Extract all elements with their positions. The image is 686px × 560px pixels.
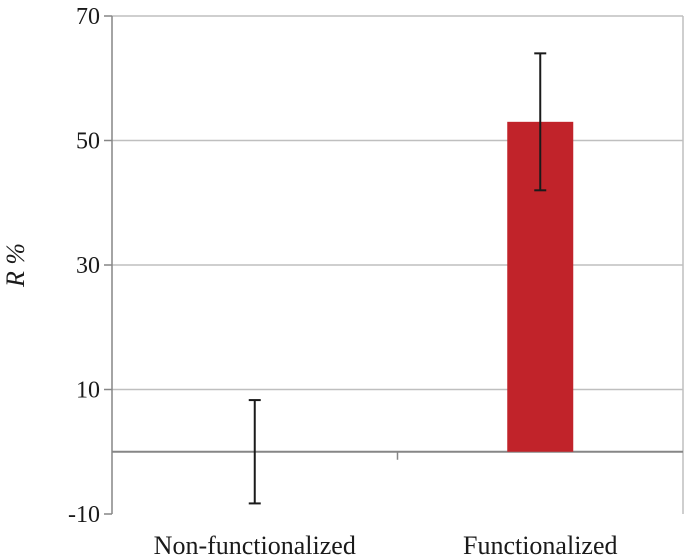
error-bars (248, 52, 547, 505)
x-category-label: Non-functionalized (154, 531, 356, 560)
y-axis-title: R % (1, 243, 30, 288)
y-tick-label: -10 (68, 502, 100, 528)
y-tick-label: 10 (76, 378, 100, 404)
y-tick-label: 30 (76, 253, 100, 279)
x-category-label: Functionalized (463, 531, 618, 560)
y-tick-labels: -10 10 30 50 70 (68, 4, 100, 528)
y-tick-label: 70 (76, 4, 100, 30)
x-category-labels: Non-functionalized Functionalized (154, 531, 618, 560)
grid-lines (112, 15, 684, 514)
y-tick-label: 50 (76, 129, 100, 155)
axes (104, 15, 683, 515)
